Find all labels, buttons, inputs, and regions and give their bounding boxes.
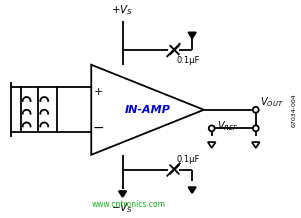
Text: $+V_S$: $+V_S$ xyxy=(110,3,133,17)
Polygon shape xyxy=(91,65,204,155)
Text: $V_{OUT}$: $V_{OUT}$ xyxy=(260,95,283,109)
Circle shape xyxy=(253,125,259,131)
Text: $-V_S$: $-V_S$ xyxy=(110,201,133,215)
Polygon shape xyxy=(188,187,196,193)
Text: $V_{REF}$: $V_{REF}$ xyxy=(217,119,238,133)
Polygon shape xyxy=(208,142,216,148)
Circle shape xyxy=(209,125,215,131)
Text: 07034-004: 07034-004 xyxy=(291,93,296,127)
Text: IN-AMP: IN-AMP xyxy=(125,105,171,115)
Polygon shape xyxy=(252,142,259,148)
Circle shape xyxy=(253,107,259,113)
Text: +: + xyxy=(93,87,103,97)
Text: 0.1μF: 0.1μF xyxy=(176,155,200,164)
Text: −: − xyxy=(92,120,104,135)
Polygon shape xyxy=(119,191,126,197)
Bar xyxy=(21,87,57,132)
Polygon shape xyxy=(188,32,196,38)
Text: 0.1μF: 0.1μF xyxy=(176,56,200,65)
Text: www.cntronics.com: www.cntronics.com xyxy=(91,200,165,209)
